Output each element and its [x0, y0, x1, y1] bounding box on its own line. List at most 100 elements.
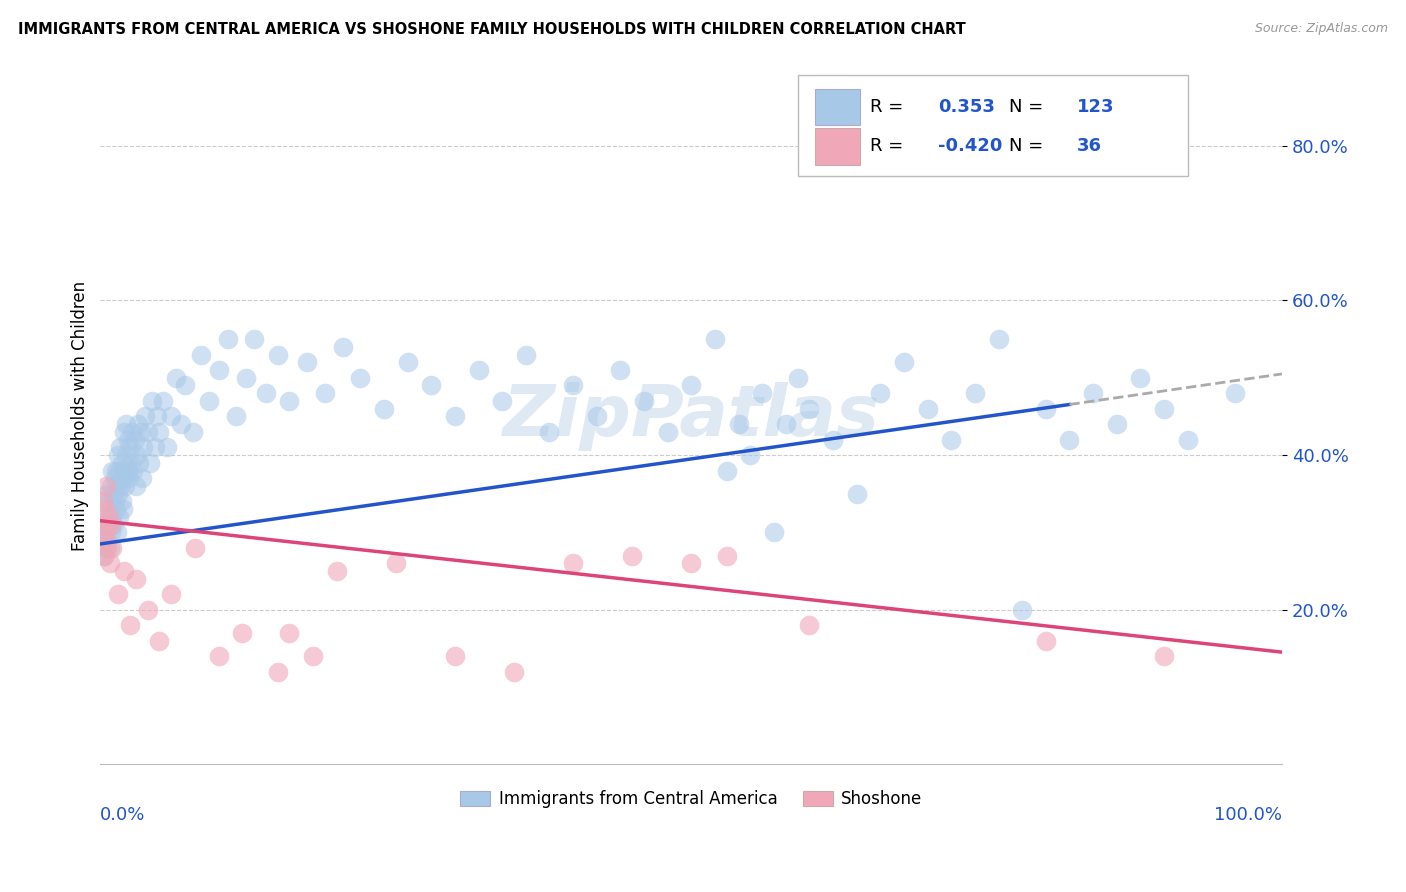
Point [727, 417, 749, 431]
Point [93, 549, 115, 563]
Point [491, 393, 513, 408]
Point [93, 517, 115, 532]
Point [96, 541, 118, 555]
Point [107, 486, 129, 500]
Point [278, 393, 301, 408]
Point [104, 502, 127, 516]
Point [562, 556, 585, 570]
Point [917, 401, 939, 416]
Point [786, 370, 808, 384]
Point [396, 355, 419, 369]
Point [763, 525, 786, 540]
Legend: Immigrants from Central America, Shoshone: Immigrants from Central America, Shoshon… [454, 784, 929, 815]
Point [101, 541, 124, 555]
Text: R =: R = [870, 98, 908, 116]
Point [1081, 386, 1104, 401]
Point [104, 463, 127, 477]
Point [111, 456, 134, 470]
Point [96, 517, 118, 532]
Y-axis label: Family Households with Children: Family Households with Children [72, 281, 89, 551]
Point [941, 433, 963, 447]
Point [207, 648, 229, 663]
Text: 0.353: 0.353 [938, 98, 995, 116]
Point [181, 425, 204, 439]
Point [127, 417, 149, 431]
Point [110, 479, 132, 493]
Point [716, 463, 738, 477]
Point [562, 378, 585, 392]
Point [96, 479, 118, 493]
Text: 36: 36 [1077, 137, 1101, 155]
Point [503, 665, 526, 679]
Point [243, 332, 266, 346]
Point [751, 386, 773, 401]
Point [110, 440, 132, 454]
Point [121, 425, 143, 439]
Point [94, 525, 117, 540]
Point [609, 363, 631, 377]
Point [100, 525, 122, 540]
Point [174, 378, 197, 392]
Point [278, 625, 301, 640]
Point [963, 386, 986, 401]
Point [122, 463, 145, 477]
Point [385, 556, 408, 570]
FancyBboxPatch shape [797, 76, 1188, 177]
Point [128, 456, 150, 470]
Point [217, 332, 239, 346]
Point [444, 648, 467, 663]
Point [103, 471, 125, 485]
Point [91, 494, 114, 508]
Point [1035, 633, 1057, 648]
Point [94, 502, 117, 516]
Point [98, 541, 121, 555]
Point [115, 448, 138, 462]
Point [332, 340, 354, 354]
Point [190, 347, 212, 361]
Point [373, 401, 395, 416]
Point [114, 479, 136, 493]
Point [845, 486, 868, 500]
Point [124, 433, 146, 447]
Point [1105, 417, 1128, 431]
Point [148, 633, 170, 648]
Point [823, 433, 845, 447]
Point [1153, 648, 1175, 663]
Point [97, 494, 120, 508]
Point [1035, 401, 1057, 416]
Point [134, 409, 156, 424]
Point [136, 602, 159, 616]
Point [716, 549, 738, 563]
Point [105, 479, 128, 493]
Point [125, 479, 148, 493]
Point [93, 549, 115, 563]
Point [703, 332, 725, 346]
Point [96, 486, 118, 500]
Point [141, 393, 163, 408]
Point [105, 525, 128, 540]
Point [125, 448, 148, 462]
Point [111, 502, 134, 516]
Point [103, 494, 125, 508]
Point [97, 509, 120, 524]
Point [165, 370, 187, 384]
Point [152, 393, 174, 408]
Point [444, 409, 467, 424]
Point [799, 401, 821, 416]
Point [103, 486, 125, 500]
Point [515, 347, 537, 361]
Point [467, 363, 489, 377]
Point [799, 618, 821, 632]
Point [657, 425, 679, 439]
Point [143, 440, 166, 454]
Point [295, 355, 318, 369]
FancyBboxPatch shape [815, 128, 860, 164]
Text: 0.0%: 0.0% [100, 806, 146, 824]
Point [160, 409, 183, 424]
Point [775, 417, 797, 431]
Point [117, 433, 139, 447]
Text: IMMIGRANTS FROM CENTRAL AMERICA VS SHOSHONE FAMILY HOUSEHOLDS WITH CHILDREN CORR: IMMIGRANTS FROM CENTRAL AMERICA VS SHOSH… [18, 22, 966, 37]
Point [120, 456, 142, 470]
Point [1059, 433, 1081, 447]
Point [349, 370, 371, 384]
